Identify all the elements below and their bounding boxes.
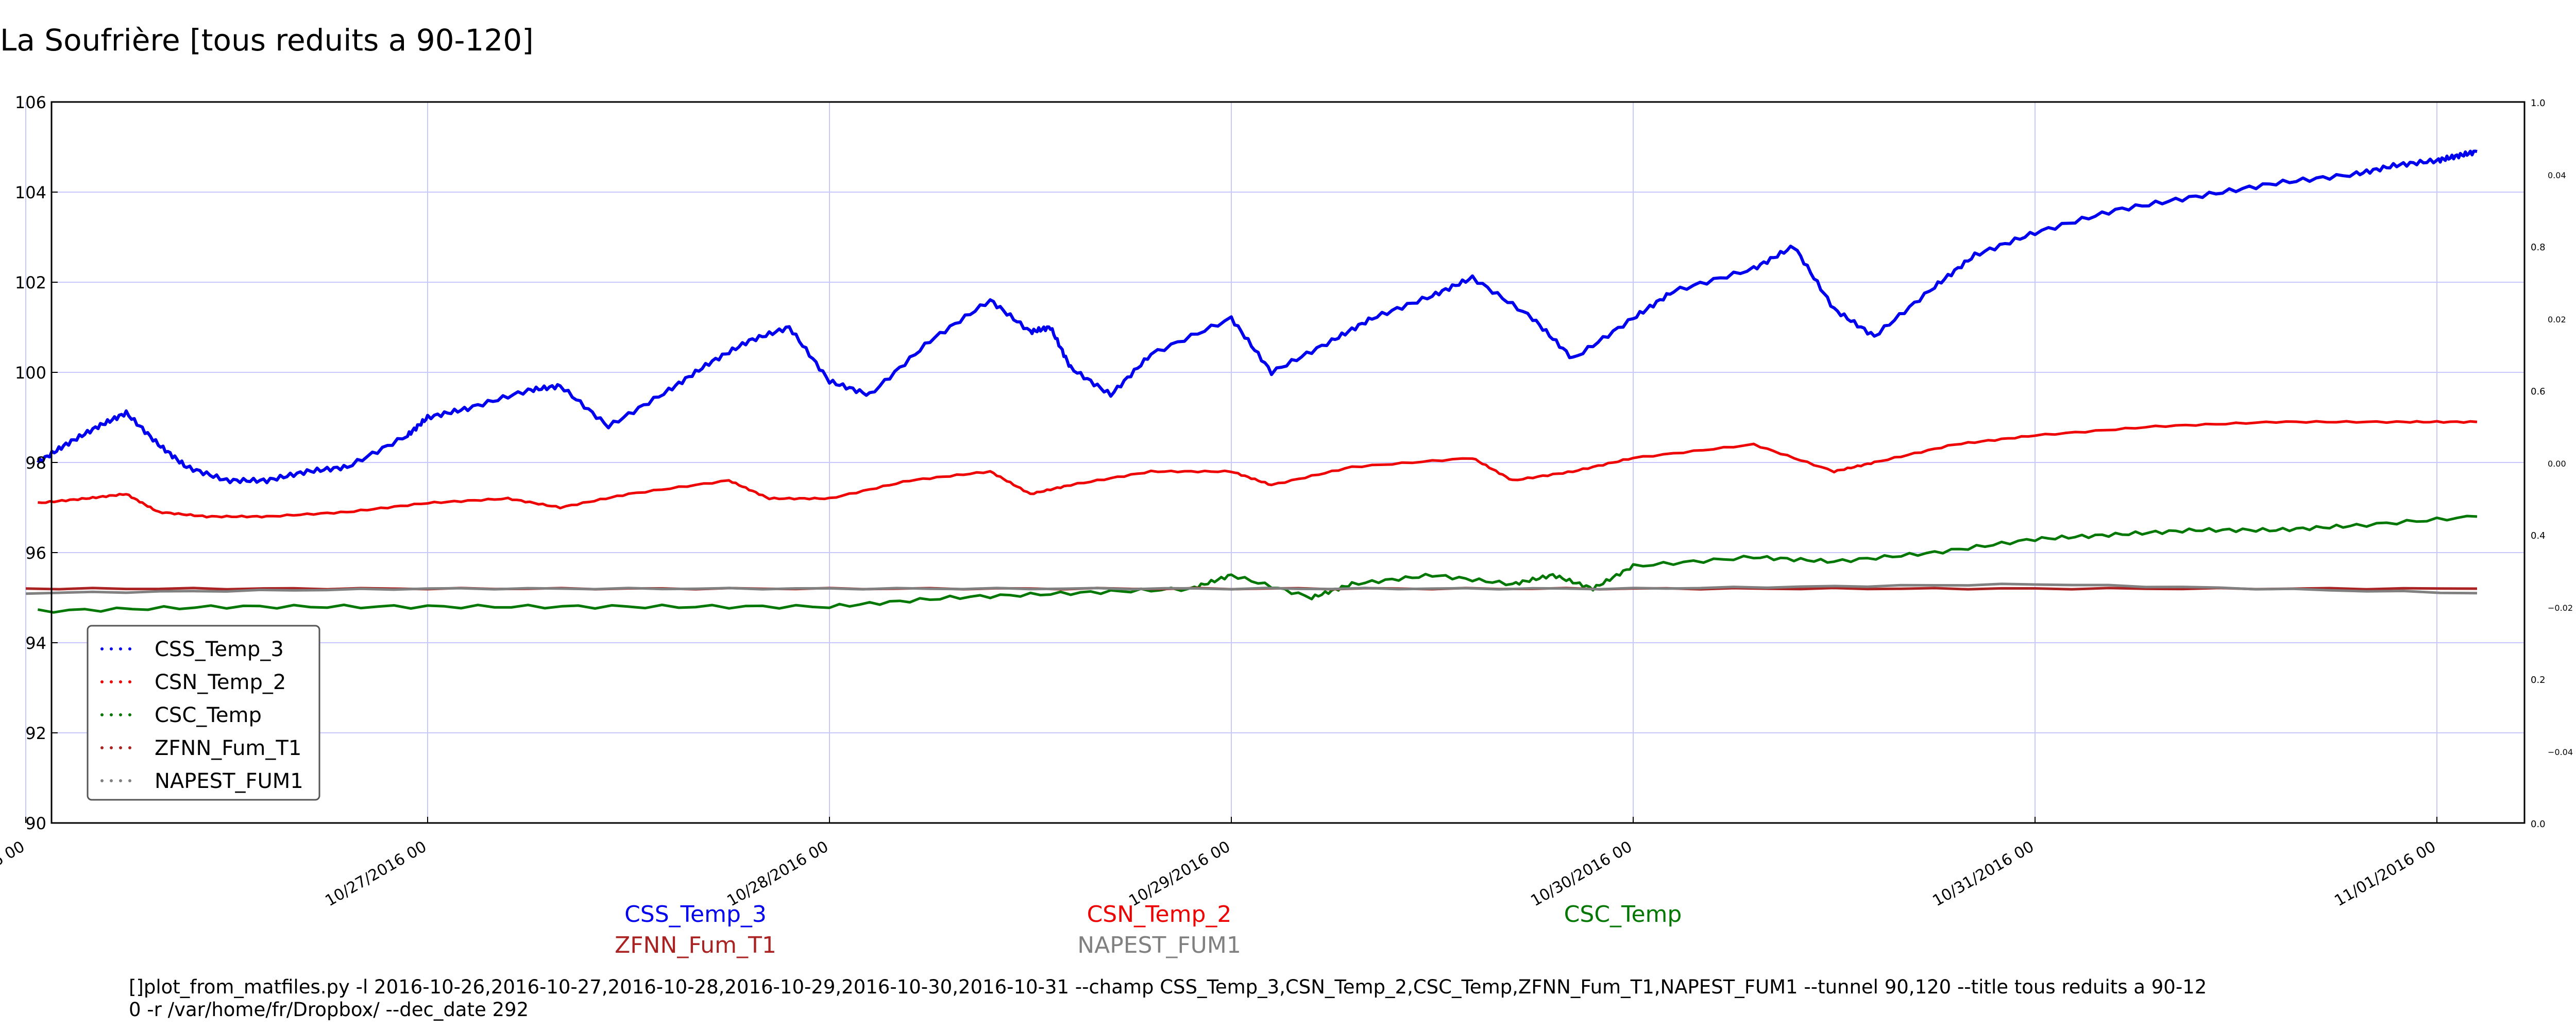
x-tick-label: 10/31/2016 00 [1929, 838, 2037, 911]
right-outer-tick-label: 0.8 [2531, 242, 2546, 253]
legend-swatch-dot [110, 746, 113, 749]
y-tick-label: 94 [25, 633, 46, 653]
legend-label: CSS_Temp_3 [155, 638, 284, 661]
series-line-csc-temp [37, 514, 2478, 614]
series-labels: CSS_Temp_3 CSN_Temp_2 CSC_Temp ZFNN_Fum_T1 N… [615, 901, 1682, 958]
legend-swatch-dot [110, 680, 113, 683]
right-outer-tick-label: 0.0 [2531, 819, 2546, 830]
legend-label: ZFNN_Fum_T1 [155, 736, 301, 760]
x-tick-label: 10/29/2016 00 [1126, 838, 1233, 911]
right-outer-tick-label: 0.6 [2531, 386, 2546, 397]
series-name-label: CSN_Temp_2 [1087, 901, 1232, 928]
series-lines [25, 149, 2478, 614]
right-outer-tick-label: 0.4 [2531, 530, 2546, 541]
y-tick-label: 96 [25, 543, 46, 563]
legend-swatch-dot [119, 680, 122, 683]
y-tick-label: 104 [15, 183, 46, 202]
legend-swatch-dot [128, 647, 131, 650]
series-line-napest-fum1 [25, 582, 2478, 595]
legend-swatch-dot [110, 713, 113, 716]
legend-swatch-dot [100, 680, 104, 683]
legend-swatch-dot [128, 746, 131, 749]
right-inner-tick-label: 0.04 [2548, 170, 2566, 180]
right-inner-tick-label: −0.04 [2548, 747, 2573, 757]
grid-lines [25, 101, 2524, 823]
command-line-caption: []plot_from_matfiles.py -l 2016-10-26,20… [129, 976, 2293, 1021]
y-tick-label: 92 [25, 724, 46, 743]
legend-box [87, 625, 320, 801]
legend-swatch-dot [110, 779, 113, 782]
series-name-label: ZFNN_Fum_T1 [615, 932, 776, 958]
x-tick-label: 10/27/2016 00 [322, 838, 430, 911]
y-tick-label: 106 [15, 93, 46, 112]
series-name-label: NAPEST_FUM1 [1077, 932, 1241, 958]
series-line-csn-temp-2 [38, 420, 2478, 519]
right-inner-tick-label: 0.02 [2548, 315, 2566, 324]
y-tick-label: 100 [15, 363, 46, 383]
series-line-css-temp-3 [36, 149, 2478, 485]
y-tick-label: 98 [25, 453, 46, 473]
axes: 10/26/2016 00 10/27/2016 00 10/28/2016 00 1… [0, 93, 2573, 910]
series-name-label: CSS_Temp_3 [624, 901, 767, 928]
right-inner-tick-label: −0.02 [2548, 603, 2573, 613]
legend-swatch-dot [128, 713, 131, 716]
command-line-1: []plot_from_matfiles.py -l 2016-10-26,20… [129, 976, 2207, 998]
legend-swatch-dot [119, 746, 122, 749]
legend-label: CSN_Temp_2 [155, 671, 286, 694]
legend-label: NAPEST_FUM1 [155, 769, 303, 793]
right-outer-tick-label: 1.0 [2531, 98, 2546, 109]
legend-swatch-dot [100, 779, 104, 782]
legend-swatch-dot [119, 647, 122, 650]
x-tick-label: 10/26/2016 00 [0, 838, 28, 911]
x-tick-label: 10/30/2016 00 [1528, 838, 1635, 911]
legend-swatch-dot [100, 647, 104, 650]
legend-label: CSC_Temp [155, 703, 262, 727]
legend-swatch-dot [119, 713, 122, 716]
legend-swatch-dot [128, 680, 131, 683]
x-tick-label: 11/01/2016 00 [2331, 838, 2439, 911]
command-line-2: 0 -r /var/home/fr/Dropbox/ --dec_date 29… [129, 999, 529, 1021]
legend-swatch-dot [119, 779, 122, 782]
legend-swatch-dot [100, 746, 104, 749]
legend-swatch-dot [110, 647, 113, 650]
x-tick-label: 10/28/2016 00 [724, 838, 832, 911]
y-tick-label: 102 [15, 273, 46, 293]
chart-title: La Soufrière [tous reduits a 90-120] [0, 23, 534, 58]
legend-swatch-dot [100, 713, 104, 716]
series-name-label: CSC_Temp [1564, 901, 1682, 928]
right-inner-tick-label: 0.00 [2548, 459, 2566, 469]
legend-swatch-dot [128, 779, 131, 782]
y-tick-label: 90 [25, 814, 46, 833]
right-outer-tick-label: 0.2 [2531, 675, 2546, 685]
legend: CSS_Temp_3 CSN_Temp_2 CSC_Temp ZFNN_Fum_T1 N… [87, 625, 320, 801]
